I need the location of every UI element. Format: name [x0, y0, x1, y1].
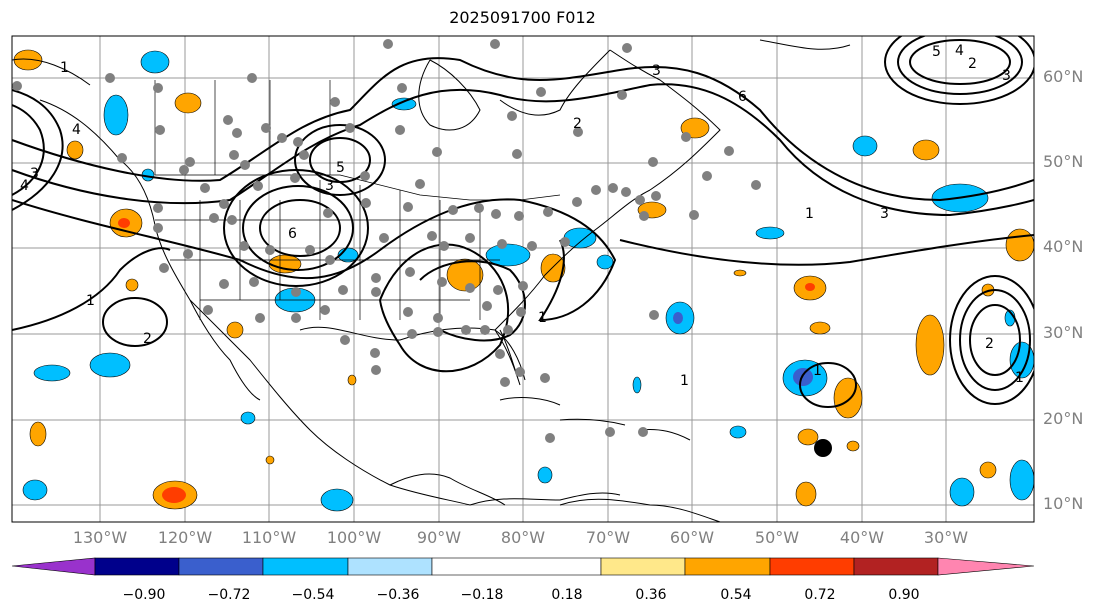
- lat-label: 50°N: [1043, 152, 1084, 171]
- height-contours: [12, 36, 1034, 408]
- contour-label: 3: [325, 178, 334, 194]
- contour-label: 3: [880, 206, 889, 222]
- contour-label: 1: [60, 60, 69, 76]
- lat-label: 40°N: [1043, 237, 1084, 256]
- contour-label: 1: [86, 293, 95, 309]
- contour-label: 5: [932, 44, 941, 60]
- colorbar-segment: [94, 557, 180, 576]
- colorbar-tick-label: −0.36: [376, 587, 420, 603]
- contour-label: 1: [813, 363, 822, 379]
- colorbar-tick-label: 0.54: [720, 587, 752, 603]
- lon-label: 70°W: [585, 528, 631, 547]
- lat-label: 60°N: [1043, 67, 1084, 86]
- station-dots: [12, 39, 761, 443]
- map-frame: [11, 35, 1035, 523]
- graticule: [12, 36, 1034, 522]
- storm-marker: [814, 439, 832, 457]
- colorbar-tick-label: −0.54: [291, 587, 335, 603]
- lon-label: 50°W: [754, 528, 800, 547]
- contour-label: 2: [985, 336, 994, 352]
- contour-label: 1: [805, 206, 814, 222]
- lat-label: 20°N: [1043, 409, 1084, 428]
- lon-label: 120°W: [157, 528, 213, 547]
- contour-label: 3: [652, 63, 661, 79]
- colorbar-tick-label: 0.90: [888, 587, 920, 603]
- contour-label: 3: [30, 166, 39, 182]
- lon-label: 90°W: [416, 528, 462, 547]
- map-title: 2025091700 F012: [449, 8, 596, 27]
- contour-label: 4: [20, 178, 29, 194]
- colorbar-segment: [262, 557, 349, 576]
- colorbar-tick-label: −0.72: [207, 587, 251, 603]
- lon-label: 80°W: [500, 528, 546, 547]
- lon-label: 60°W: [669, 528, 715, 547]
- colorbar-segment: [600, 557, 686, 576]
- lon-label: 100°W: [326, 528, 382, 547]
- colorbar-segment: [937, 557, 1035, 576]
- colorbar-tick-label: 0.36: [635, 587, 667, 603]
- colorbar-tick-label: 0.72: [804, 587, 836, 603]
- contour-label: 2: [573, 116, 582, 132]
- colorbar-segment: [853, 557, 939, 576]
- contour-label: 6: [288, 226, 297, 242]
- lat-label: 10°N: [1043, 494, 1084, 513]
- lat-label: 30°N: [1043, 323, 1084, 342]
- lon-label: 110°W: [241, 528, 297, 547]
- contour-label: 3: [1002, 68, 1011, 84]
- colorbar: [11, 557, 1035, 576]
- colorbar-segment: [11, 557, 96, 576]
- lon-label: 30°W: [923, 528, 969, 547]
- contour-label: 4: [955, 43, 964, 59]
- colorbar-tick-label: −0.90: [122, 587, 166, 603]
- colorbar-segment: [347, 557, 433, 576]
- contour-label: 2: [968, 56, 977, 72]
- contour-label: 4: [72, 122, 81, 138]
- colorbar-tick-label: 0.18: [551, 587, 583, 603]
- contour-label: 1: [538, 310, 547, 326]
- colorbar-segment: [769, 557, 855, 576]
- contour-label: 5: [336, 160, 345, 176]
- colorbar-segment: [178, 557, 264, 576]
- colorbar-tick-label: −0.18: [460, 587, 504, 603]
- lon-label: 130°W: [72, 528, 128, 547]
- contour-label: 2: [143, 331, 152, 347]
- contour-label: 1: [680, 373, 689, 389]
- colorbar-segment: [684, 557, 771, 576]
- contour-labels: 6 5 3 2 3 6 1 3 5 4 2 3 2 1 1 1 1 2 1 1 …: [20, 43, 1024, 389]
- colorbar-segment: [431, 557, 602, 576]
- contour-label: 1: [1015, 370, 1024, 386]
- contour-label: 6: [738, 89, 747, 105]
- lon-label: 40°W: [839, 528, 885, 547]
